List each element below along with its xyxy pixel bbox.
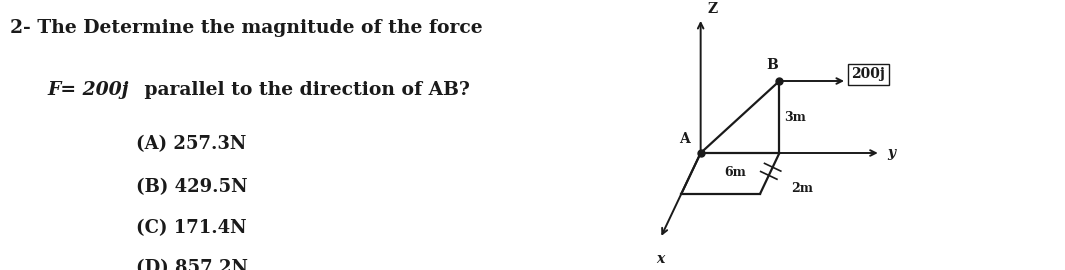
Text: 6m: 6m <box>724 167 747 180</box>
Text: 2m: 2m <box>790 182 813 195</box>
Text: (D) 857.2N: (D) 857.2N <box>135 259 248 270</box>
Text: (B) 429.5N: (B) 429.5N <box>135 178 247 196</box>
Text: parallel to the direction of AB?: parallel to the direction of AB? <box>138 81 470 99</box>
Text: 3m: 3m <box>784 110 806 123</box>
Text: B: B <box>767 58 779 72</box>
Text: Z: Z <box>707 2 718 16</box>
Text: (C) 171.4N: (C) 171.4N <box>135 219 246 237</box>
Text: 2- The Determine the magnitude of the force: 2- The Determine the magnitude of the fo… <box>11 19 484 37</box>
Text: F= 200j: F= 200j <box>47 81 129 99</box>
Text: (A) 257.3N: (A) 257.3N <box>135 135 246 153</box>
Text: x: x <box>656 252 665 266</box>
Text: 200j: 200j <box>851 67 885 81</box>
Text: A: A <box>678 132 689 146</box>
Text: y: y <box>887 146 896 160</box>
